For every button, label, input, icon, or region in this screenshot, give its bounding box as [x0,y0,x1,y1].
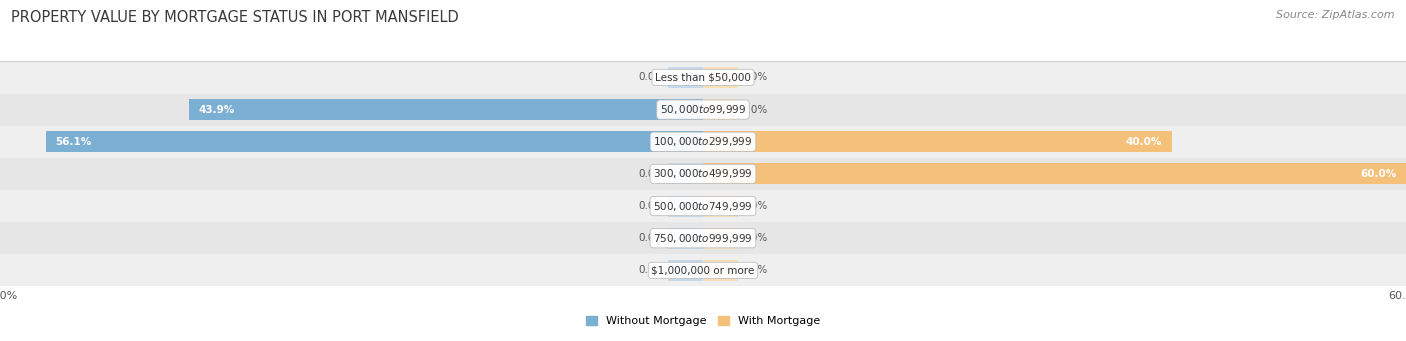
Text: 0.0%: 0.0% [742,233,768,243]
Text: $500,000 to $749,999: $500,000 to $749,999 [654,199,752,212]
Text: $750,000 to $999,999: $750,000 to $999,999 [654,232,752,245]
Text: 0.0%: 0.0% [742,201,768,211]
Text: $50,000 to $99,999: $50,000 to $99,999 [659,103,747,116]
Text: Source: ZipAtlas.com: Source: ZipAtlas.com [1277,10,1395,20]
Text: $1,000,000 or more: $1,000,000 or more [651,265,755,276]
Bar [0,126,1406,158]
Bar [0,190,1406,222]
Bar [0,254,1406,286]
Bar [668,163,703,184]
Text: 0.0%: 0.0% [638,265,665,276]
Text: $300,000 to $499,999: $300,000 to $499,999 [654,167,752,180]
Text: PROPERTY VALUE BY MORTGAGE STATUS IN PORT MANSFIELD: PROPERTY VALUE BY MORTGAGE STATUS IN POR… [11,10,458,25]
Bar [668,196,703,217]
Text: 56.1%: 56.1% [55,137,91,147]
Text: 0.0%: 0.0% [638,169,665,179]
Legend: Without Mortgage, With Mortgage: Without Mortgage, With Mortgage [582,311,824,330]
Text: 0.0%: 0.0% [742,265,768,276]
Text: 60.0%: 60.0% [1361,169,1396,179]
Bar [45,131,703,152]
Bar [703,67,738,88]
Bar [668,228,703,249]
Bar [668,67,703,88]
Text: 0.0%: 0.0% [638,72,665,83]
Bar [188,99,703,120]
Bar [0,158,1406,190]
Bar [703,99,738,120]
Text: 43.9%: 43.9% [198,105,235,115]
Text: 0.0%: 0.0% [742,105,768,115]
Text: Less than $50,000: Less than $50,000 [655,72,751,83]
Text: 0.0%: 0.0% [742,72,768,83]
Bar [0,61,1406,93]
Bar [0,222,1406,254]
Bar [703,196,738,217]
Text: 40.0%: 40.0% [1126,137,1163,147]
Bar [703,163,1406,184]
Bar [668,260,703,281]
Bar [703,131,1171,152]
Text: 0.0%: 0.0% [638,201,665,211]
Text: 0.0%: 0.0% [638,233,665,243]
Bar [703,260,738,281]
Bar [0,93,1406,126]
Bar [703,228,738,249]
Text: $100,000 to $299,999: $100,000 to $299,999 [654,135,752,148]
